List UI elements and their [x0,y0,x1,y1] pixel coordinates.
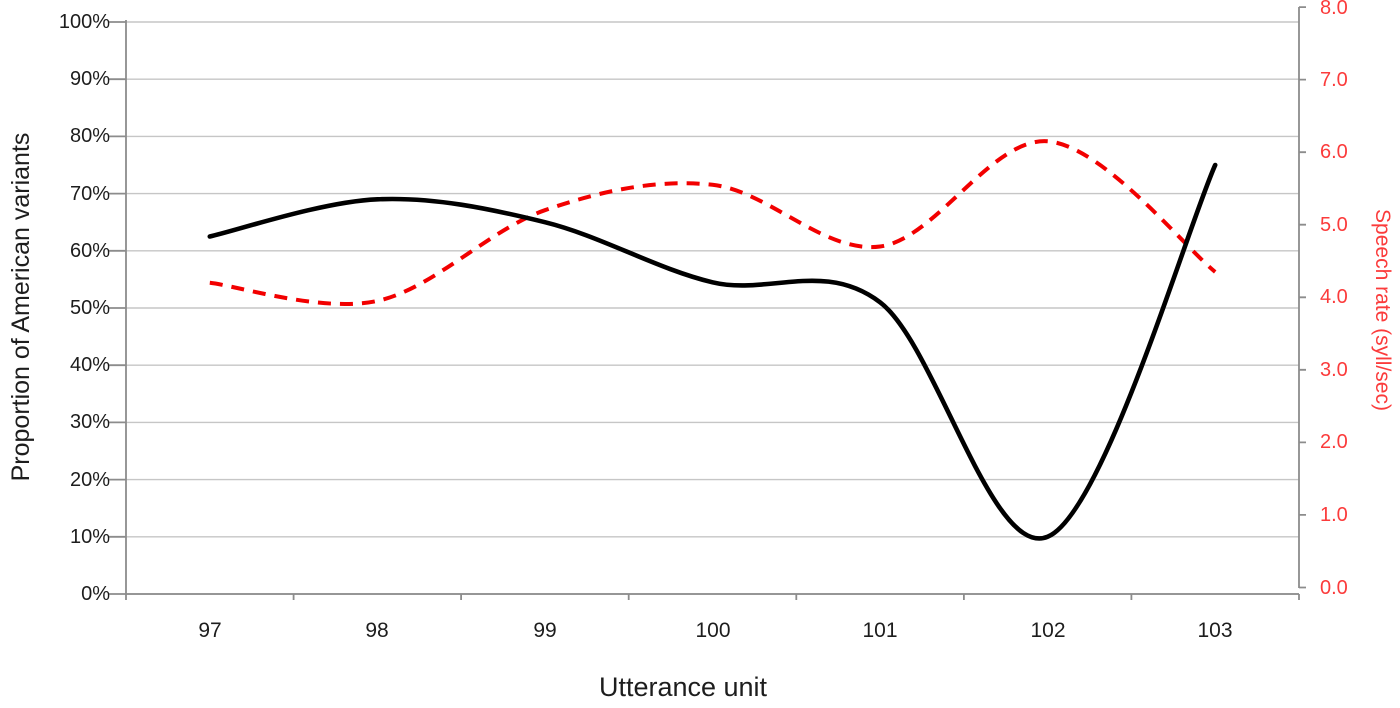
x-axis-title: Utterance unit [598,672,768,702]
right-axis-tick-label: 7.0 [1320,69,1348,91]
right-axis-line [1298,6,1306,589]
x-axis-tick-label: 102 [1030,619,1066,642]
right-axis-title: Speech rate (syll/sec) [1371,209,1394,411]
speech-rate-series-line [209,139,1217,306]
x-axis-tick-label: 101 [862,619,898,642]
x-axis-tick-label: 99 [533,619,557,642]
left-axis-tick-label: 50% [69,297,110,319]
right-axis-tick-label: 5.0 [1320,214,1348,236]
left-axis-tick-label: 40% [69,354,110,376]
left-axis-tick-label: 30% [69,411,110,433]
x-axis-tick-label: 97 [198,619,222,642]
x-axis-line [125,593,1300,600]
x-axis-tick-label: 98 [365,619,389,642]
left-axis-tick-label: 70% [69,183,110,205]
left-axis-tick-label: 90% [69,68,110,90]
left-axis-tick-label: 100% [58,11,110,33]
left-axis-tick-label: 20% [69,469,110,491]
x-axis-tick-label: 100 [695,619,731,642]
right-axis-tick-label: 1.0 [1320,504,1348,526]
gridlines [126,21,1299,595]
proportion-series-line [207,162,1218,541]
left-axis-tick-label: 0% [81,583,110,605]
right-axis-tick-label: 0.0 [1320,577,1348,599]
left-axis-tick-label: 10% [69,526,110,548]
left-axis-tick-label: 80% [69,125,110,147]
right-axis-tick-label: 2.0 [1320,431,1348,453]
x-axis-tick-label: 103 [1197,619,1233,642]
right-axis-tick-label: 6.0 [1320,141,1348,163]
right-axis-tick-label: 3.0 [1320,359,1348,381]
left-axis-title: Proportion of American variants [7,132,35,482]
right-axis-tick-label: 8.0 [1320,0,1348,19]
left-axis-tick-label: 60% [69,240,110,262]
left-axis-line [109,20,127,595]
right-axis-tick-label: 4.0 [1320,286,1348,308]
